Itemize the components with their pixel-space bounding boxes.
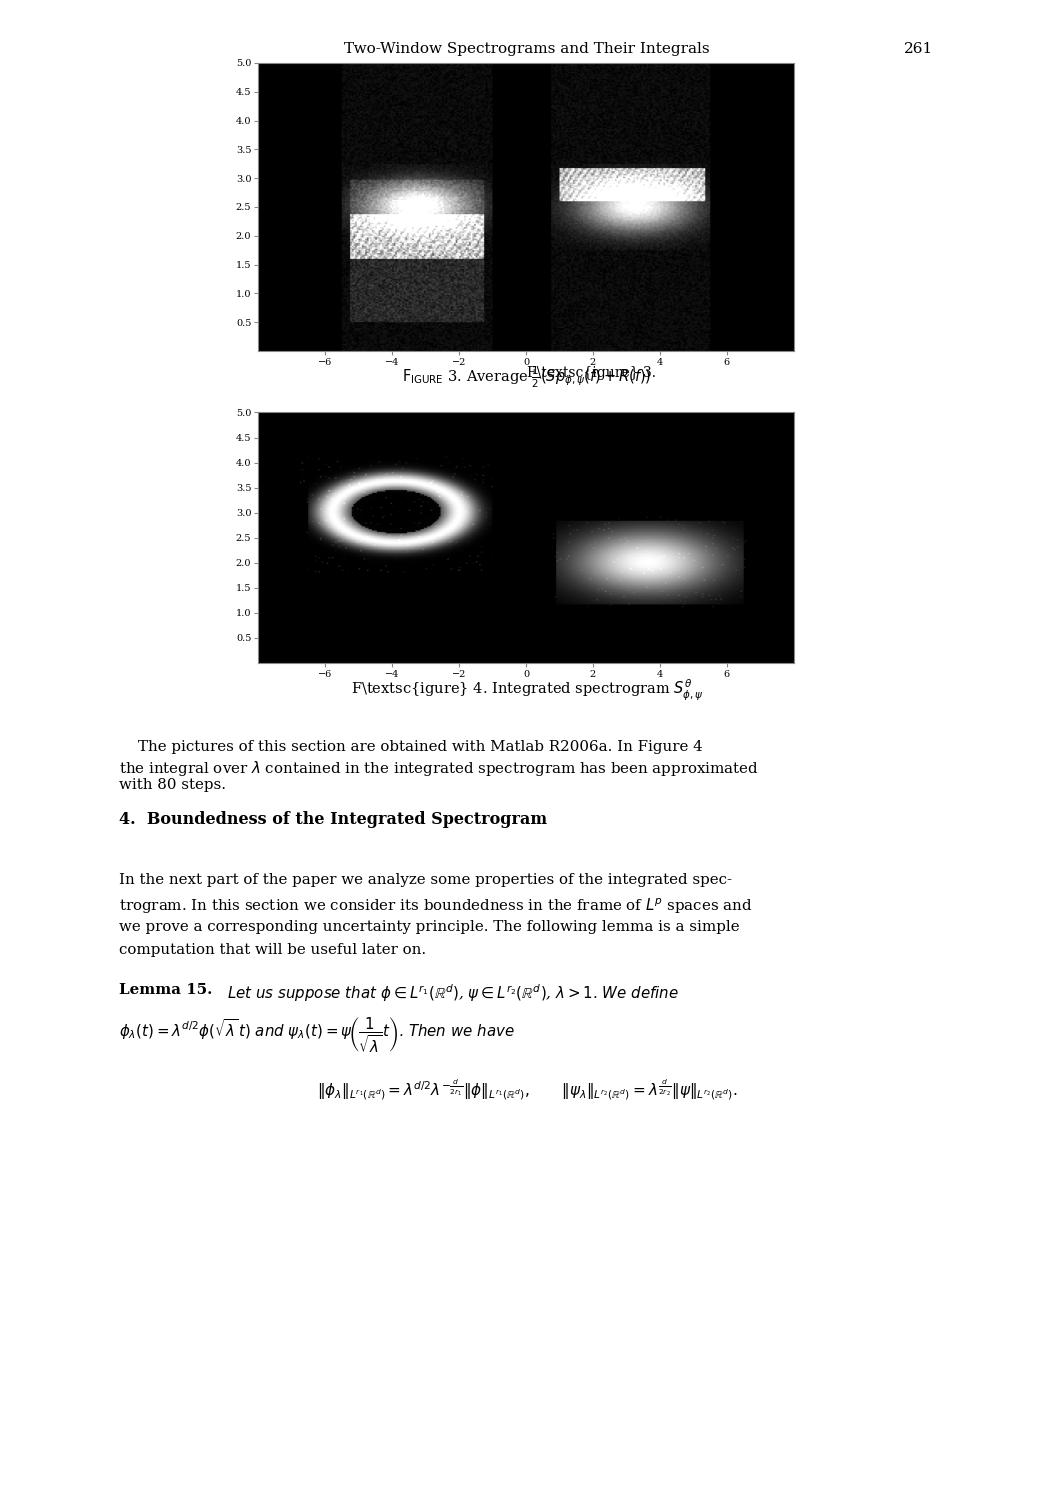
Text: 261: 261 [903,42,933,56]
Text: $\phi_\lambda(t) = \lambda^{d/2}\phi(\sqrt{\lambda}\,t)$ $\mathit{and}$ $\psi_\l: $\phi_\lambda(t) = \lambda^{d/2}\phi(\sq… [119,1016,515,1054]
Text: The pictures of this section are obtained with Matlab R2006a. In Figure 4: The pictures of this section are obtaine… [119,740,703,753]
Text: computation that will be useful later on.: computation that will be useful later on… [119,944,426,957]
Text: F\textsc{igure} 4. Integrated spectrogram $S^{\theta}_{\phi,\psi}$: F\textsc{igure} 4. Integrated spectrogra… [351,678,703,703]
Text: $\mathrm{F}_{\mathrm{IGURE}}$ 3. Average $\frac{1}{2}(Sp_{\phi,\psi}(f) + R(f))$: $\mathrm{F}_{\mathrm{IGURE}}$ 3. Average… [403,364,651,390]
Text: trogram. In this section we consider its boundedness in the frame of $L^p$ space: trogram. In this section we consider its… [119,897,753,916]
Text: Two-Window Spectrograms and Their Integrals: Two-Window Spectrograms and Their Integr… [345,42,709,56]
Text: In the next part of the paper we analyze some properties of the integrated spec-: In the next part of the paper we analyze… [119,873,733,886]
Text: with 80 steps.: with 80 steps. [119,778,227,792]
Text: 4.  Boundedness of the Integrated Spectrogram: 4. Boundedness of the Integrated Spectro… [119,812,547,828]
Text: Lemma 15.: Lemma 15. [119,982,213,996]
Text: $\|\phi_\lambda\|_{L^{r_1}(\mathbb{R}^d)} = \lambda^{d/2}\lambda^{-\frac{d}{2r_1: $\|\phi_\lambda\|_{L^{r_1}(\mathbb{R}^d)… [316,1077,738,1101]
Text: we prove a corresponding uncertainty principle. The following lemma is a simple: we prove a corresponding uncertainty pri… [119,920,740,933]
Text: $\mathit{Let\ us\ suppose\ that}$ $\phi \in L^{r_1}(\mathbb{R}^d)$, $\psi \in L^: $\mathit{Let\ us\ suppose\ that}$ $\phi … [227,982,679,1004]
Text: the integral over $\lambda$ contained in the integrated spectrogram has been app: the integral over $\lambda$ contained in… [119,759,759,778]
Text: F\textsc{igure} 3.: F\textsc{igure} 3. [527,366,656,380]
